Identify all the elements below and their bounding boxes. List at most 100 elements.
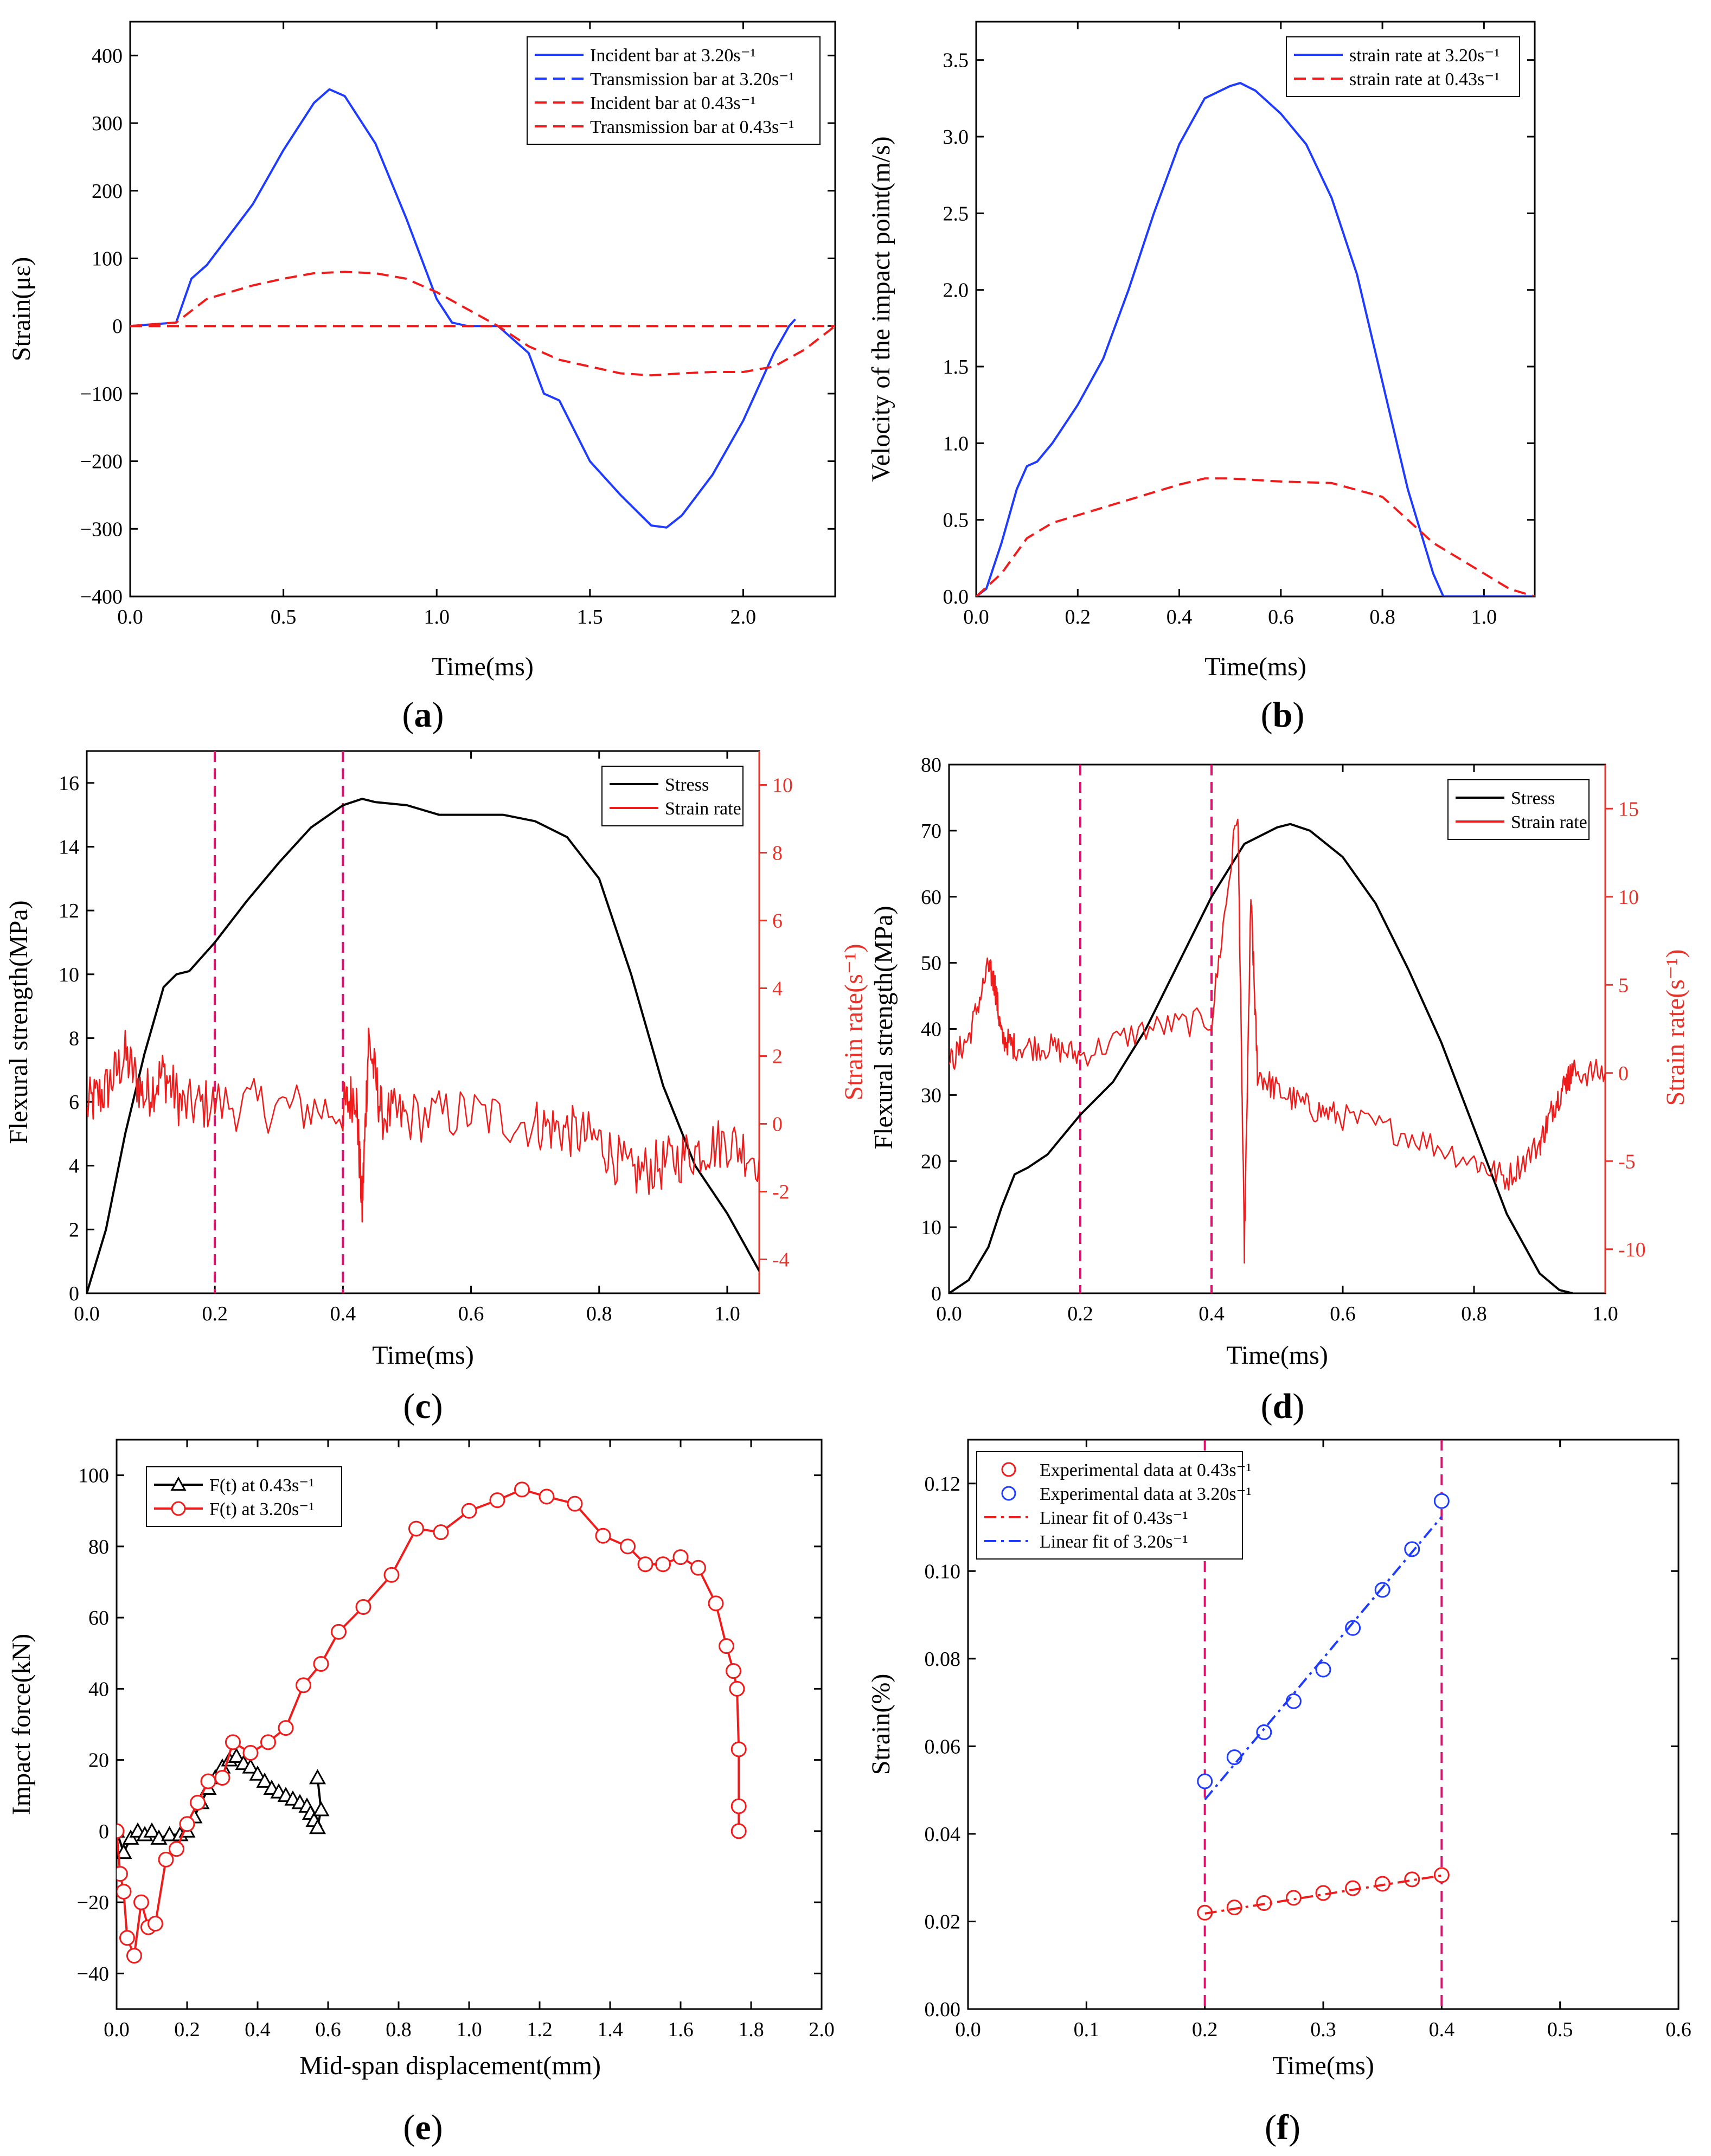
y-tick-label: 2.0 — [943, 279, 969, 302]
y2-tick-label: 5 — [1618, 974, 1629, 997]
series-line-1 — [949, 823, 1573, 1293]
data-point — [313, 1656, 329, 1672]
x-tick-label: 0.2 — [174, 2018, 200, 2041]
data-point — [242, 1758, 259, 1774]
data-point — [126, 1948, 142, 1964]
legend-label: Experimental data at 3.20s⁻¹ — [1040, 1484, 1252, 1504]
series-line-1 — [976, 82, 1535, 596]
data-point — [158, 1851, 174, 1868]
data-point — [1433, 1867, 1450, 1883]
y-tick-label: 0 — [112, 315, 123, 338]
data-point — [719, 1638, 734, 1654]
data-point — [595, 1528, 611, 1544]
data-point — [249, 1765, 266, 1781]
data-point — [690, 1560, 706, 1576]
legend-label: F(t) at 3.20s⁻¹ — [209, 1499, 314, 1519]
y-tick-label: 80 — [88, 1536, 109, 1558]
x-tick-label: 0.2 — [202, 1302, 228, 1325]
y-tick-label: 300 — [92, 112, 123, 135]
legend-label: Linear fit of 3.20s⁻¹ — [1040, 1532, 1188, 1552]
data-point — [143, 1822, 161, 1838]
y-tick-label: 0.5 — [943, 509, 969, 532]
series-line-2 — [87, 1028, 759, 1223]
legend-box — [976, 1451, 1243, 1560]
data-point — [408, 1520, 424, 1537]
y-axis-title: Strain(%) — [867, 1674, 895, 1775]
legend-label: Stress — [1511, 788, 1555, 809]
data-point — [1226, 1900, 1242, 1916]
data-point — [309, 1769, 326, 1785]
legend-label: Incident bar at 0.43s⁻¹ — [590, 93, 756, 113]
y-tick-label: 10 — [921, 1216, 941, 1239]
y2-axis-title: Strain rate(s⁻¹) — [840, 944, 868, 1101]
data-point — [1374, 1876, 1390, 1892]
data-point — [312, 1801, 330, 1817]
y-tick-label: 0 — [99, 1820, 109, 1843]
x-tick-label: 0.8 — [586, 1302, 612, 1325]
y-tick-label: 0.02 — [925, 1910, 961, 1933]
y-tick-label: 3.5 — [943, 49, 969, 72]
x-axis-title: Time(ms) — [372, 1341, 474, 1370]
data-point — [117, 1823, 125, 1839]
legend: Incident bar at 3.20s⁻¹ Transmission bar … — [527, 36, 821, 145]
y-axis-title: Impact force(kN) — [7, 1634, 36, 1815]
data-point — [117, 1866, 128, 1882]
y-tick-label: 20 — [921, 1150, 941, 1173]
y2-tick-label: 4 — [772, 978, 783, 1000]
x-tick-label: 0.0 — [955, 2018, 981, 2041]
data-point — [161, 1826, 178, 1841]
x-tick-label: 1.4 — [597, 2018, 623, 2041]
y-tick-label: 0.00 — [925, 1998, 961, 2021]
x-tick-label: 2.0 — [809, 2018, 835, 2041]
legend-label: Transmission bar at 3.20s⁻¹ — [590, 69, 794, 89]
data-point — [355, 1599, 371, 1615]
panel-caption: (f) — [1265, 2108, 1300, 2147]
x-tick-label: 0.6 — [1268, 606, 1294, 628]
data-point — [637, 1556, 653, 1573]
data-point — [148, 1916, 163, 1932]
legend-marker — [1001, 1486, 1016, 1501]
y-tick-label: 0.12 — [925, 1473, 961, 1496]
x-tick-label: 1.0 — [1592, 1302, 1618, 1325]
y-tick-label: 14 — [59, 836, 79, 858]
data-point — [730, 1823, 747, 1839]
x-tick-label: 0.8 — [1369, 606, 1395, 628]
y2-tick-label: 0 — [1618, 1062, 1629, 1085]
y-tick-label: 80 — [921, 754, 941, 777]
legend-label: F(t) at 0.43s⁻¹ — [209, 1475, 314, 1496]
data-point — [117, 1844, 132, 1859]
x-tick-label: 0.2 — [1067, 1302, 1093, 1325]
y2-axis-title: Strain rate(s⁻¹) — [1661, 949, 1690, 1106]
y-tick-label: 2 — [69, 1218, 79, 1241]
x-tick-label: 1.0 — [424, 606, 450, 628]
y2-tick-label: 10 — [1618, 886, 1639, 909]
y-tick-label: −20 — [77, 1891, 109, 1914]
legend-marker — [171, 1501, 186, 1516]
x-tick-label: 0.0 — [963, 606, 989, 628]
x-tick-label: 0.3 — [1310, 2018, 1336, 2041]
y-tick-label: 1.0 — [943, 432, 969, 455]
series-line-1 — [87, 798, 759, 1293]
x-tick-label: 0.8 — [1461, 1302, 1487, 1325]
x-tick-label: 1.6 — [668, 2018, 694, 2041]
legend-label: Experimental data at 0.43s⁻¹ — [1040, 1460, 1252, 1480]
x-tick-label: 0.6 — [315, 2018, 341, 2041]
x-tick-label: 0.4 — [1429, 2018, 1455, 2041]
x-tick-label: 0.4 — [1167, 606, 1193, 628]
data-point — [1404, 1871, 1420, 1888]
legend-label: Stress — [665, 775, 709, 795]
y-tick-label: −100 — [80, 383, 123, 406]
y-tick-label: 100 — [92, 247, 123, 270]
chart-panel-d: 0.0 0.2 0.4 0.6 0.8 1.001020304050607080-10-5… — [869, 754, 1690, 1426]
x-tick-label: 0.4 — [1199, 1302, 1225, 1325]
data-point — [278, 1720, 294, 1736]
y-axis-title: Velocity of the impact point(m/s) — [867, 136, 895, 482]
data-point — [1197, 1773, 1213, 1789]
data-point — [433, 1524, 449, 1541]
legend: F(t) at 0.43s⁻¹ F(t) at 3.20s⁻¹ — [146, 1466, 342, 1527]
data-point — [489, 1492, 505, 1509]
panel-caption: (d) — [1261, 1387, 1305, 1426]
data-point — [256, 1772, 273, 1788]
x-tick-label: 1.2 — [527, 2018, 553, 2041]
